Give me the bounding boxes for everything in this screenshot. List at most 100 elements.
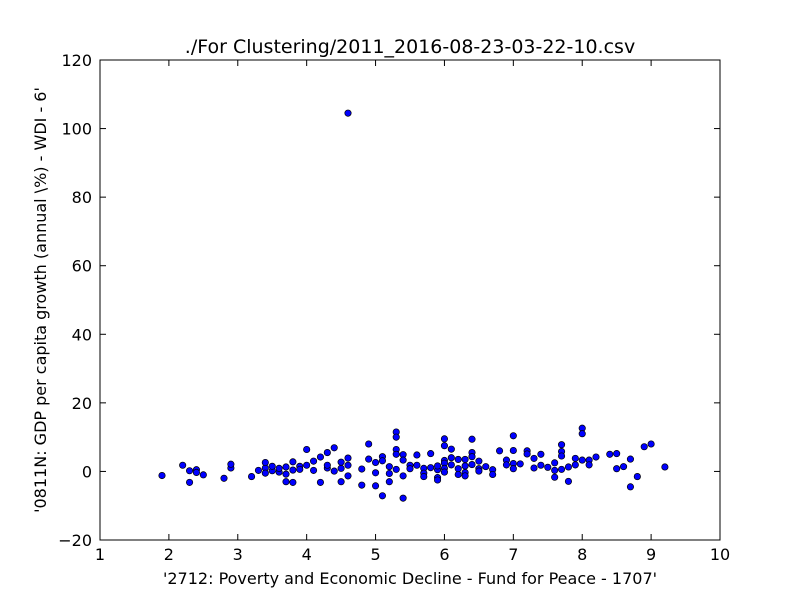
data-point xyxy=(496,447,504,455)
data-point xyxy=(427,464,435,472)
y-axis-label: '0811N: GDP per capita growth (annual \%… xyxy=(31,87,50,513)
data-point xyxy=(385,478,393,486)
data-point xyxy=(186,467,194,475)
x-axis-label: '2712: Poverty and Economic Decline - Fu… xyxy=(163,569,657,588)
y-tick-label: 40 xyxy=(72,325,92,344)
data-point xyxy=(344,109,352,117)
x-tick-label: 1 xyxy=(95,545,105,564)
y-tick-label: 20 xyxy=(72,394,92,413)
data-point xyxy=(261,469,269,477)
data-point xyxy=(434,462,442,470)
data-point xyxy=(323,461,331,469)
data-point xyxy=(323,449,331,457)
data-point xyxy=(399,494,407,502)
y-tick-label: 0 xyxy=(82,462,92,481)
data-point xyxy=(337,458,345,466)
data-point xyxy=(502,461,510,469)
data-point xyxy=(427,450,435,458)
x-tick-label: 7 xyxy=(508,545,518,564)
data-point xyxy=(385,469,393,478)
data-point xyxy=(537,461,545,469)
data-point xyxy=(447,454,455,462)
data-point xyxy=(220,474,228,482)
data-point xyxy=(365,455,373,463)
data-point xyxy=(434,476,442,484)
data-point xyxy=(440,442,448,450)
data-point xyxy=(551,473,559,481)
data-point xyxy=(199,471,207,479)
data-point xyxy=(330,467,338,475)
data-point xyxy=(620,463,628,471)
data-point xyxy=(254,466,262,474)
x-tick-label: 10 xyxy=(710,545,730,564)
x-axis-ticks: 1 2 3 4 5 6 7 8 9 10 xyxy=(95,60,730,564)
data-point xyxy=(365,440,373,448)
data-point xyxy=(468,453,476,461)
data-point xyxy=(509,432,517,440)
data-point xyxy=(626,455,634,463)
data-point xyxy=(289,478,297,486)
data-point xyxy=(551,459,559,467)
data-point xyxy=(468,461,476,469)
x-tick-label: 8 xyxy=(577,545,587,564)
data-point xyxy=(310,457,318,465)
data-point xyxy=(303,461,311,469)
x-tick-label: 4 xyxy=(302,545,312,564)
data-point xyxy=(578,456,586,464)
plot-frame xyxy=(99,59,721,541)
data-point xyxy=(337,464,345,472)
data-point xyxy=(454,455,462,463)
x-tick-label: 9 xyxy=(646,545,656,564)
data-point xyxy=(606,450,614,458)
data-point xyxy=(261,458,269,467)
data-point xyxy=(585,461,593,469)
data-point xyxy=(316,453,324,461)
y-tick-label: 80 xyxy=(72,188,92,207)
data-point xyxy=(296,465,304,473)
data-point xyxy=(406,465,414,473)
data-point xyxy=(558,441,566,449)
data-point xyxy=(420,473,428,481)
data-point xyxy=(489,470,497,479)
data-point xyxy=(392,465,400,473)
data-point xyxy=(282,470,290,478)
data-point xyxy=(248,473,256,481)
data-point xyxy=(289,458,297,466)
data-point xyxy=(385,463,393,471)
data-point xyxy=(330,444,338,452)
data-point xyxy=(571,461,579,469)
data-point xyxy=(613,450,621,458)
data-point xyxy=(475,457,483,465)
data-point xyxy=(530,464,538,472)
data-point xyxy=(461,455,469,463)
data-point xyxy=(544,463,552,471)
data-point xyxy=(413,461,421,469)
data-point xyxy=(227,460,235,468)
y-tick-label: 120 xyxy=(61,51,92,70)
data-point xyxy=(454,470,462,479)
data-point xyxy=(647,440,655,448)
data-point xyxy=(372,482,380,490)
data-point xyxy=(303,445,311,454)
data-point xyxy=(475,467,483,475)
data-point xyxy=(440,468,448,476)
data-point xyxy=(530,454,538,462)
plot-area xyxy=(100,60,720,540)
data-point xyxy=(399,456,407,464)
data-point xyxy=(468,435,476,443)
data-point xyxy=(509,446,517,455)
data-point xyxy=(454,465,462,473)
y-tick-label: 60 xyxy=(72,257,92,276)
data-point xyxy=(482,463,490,471)
y-tick-label: 100 xyxy=(61,120,92,139)
y-tick-label: −20 xyxy=(58,531,92,550)
data-point xyxy=(661,463,669,471)
data-point xyxy=(571,454,579,462)
data-point xyxy=(564,477,572,485)
x-tick-label: 5 xyxy=(370,545,380,564)
data-point xyxy=(282,478,290,486)
data-point xyxy=(310,466,318,474)
data-point xyxy=(378,492,386,500)
data-point xyxy=(461,462,469,470)
